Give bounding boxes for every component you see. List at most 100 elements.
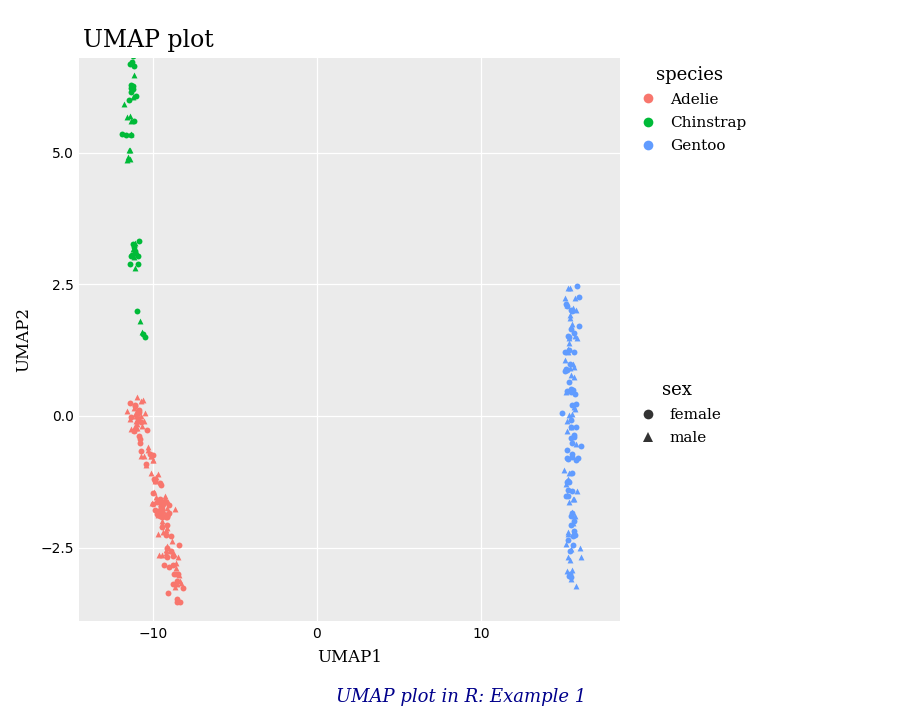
Point — [567, 432, 581, 443]
Point — [122, 37, 137, 48]
Point — [560, 474, 575, 485]
Point — [128, 245, 143, 257]
Point — [120, 155, 135, 166]
Point — [122, 398, 137, 409]
Point — [563, 554, 578, 565]
Point — [150, 508, 164, 520]
Point — [565, 399, 580, 411]
Point — [150, 508, 165, 520]
Point — [138, 407, 152, 419]
Point — [158, 490, 173, 502]
Point — [161, 497, 175, 508]
Point — [151, 549, 166, 561]
Point — [161, 508, 175, 519]
Point — [123, 110, 138, 121]
Point — [569, 304, 583, 315]
Point — [163, 545, 178, 556]
Point — [156, 559, 171, 571]
Point — [130, 407, 145, 419]
Point — [132, 412, 147, 423]
Point — [126, 425, 141, 437]
Point — [130, 250, 145, 262]
Point — [126, 238, 140, 250]
Point — [564, 571, 579, 583]
Point — [563, 362, 578, 374]
Point — [565, 564, 580, 576]
Point — [138, 331, 152, 343]
Point — [124, 44, 138, 55]
Point — [562, 476, 577, 488]
Point — [567, 429, 581, 440]
Point — [169, 568, 184, 579]
Point — [564, 421, 579, 432]
Point — [143, 448, 158, 460]
Point — [564, 324, 579, 336]
Point — [129, 90, 144, 102]
Point — [154, 518, 169, 530]
Point — [123, 144, 138, 156]
Point — [147, 473, 162, 484]
Point — [154, 503, 169, 515]
Point — [152, 510, 167, 521]
Point — [127, 60, 142, 72]
Point — [131, 404, 146, 416]
Point — [572, 543, 587, 554]
Point — [170, 551, 185, 563]
Point — [559, 489, 574, 500]
Point — [162, 507, 176, 518]
Point — [126, 243, 140, 255]
Point — [124, 48, 138, 60]
Legend: female, male: female, male — [633, 381, 722, 445]
Point — [569, 438, 584, 450]
Point — [562, 331, 577, 343]
Point — [565, 452, 580, 463]
Point — [148, 475, 162, 487]
Point — [133, 315, 148, 327]
Point — [563, 433, 578, 445]
Point — [558, 354, 573, 366]
Point — [555, 408, 569, 419]
Point — [119, 111, 134, 123]
Point — [569, 399, 583, 410]
Point — [125, 250, 139, 261]
Point — [136, 328, 150, 340]
Point — [128, 422, 143, 434]
Point — [169, 562, 184, 574]
Point — [154, 506, 169, 518]
Point — [562, 358, 577, 369]
Point — [560, 426, 575, 437]
Point — [138, 459, 153, 470]
Point — [127, 420, 142, 432]
Point — [140, 441, 155, 452]
Point — [166, 551, 181, 562]
Point — [558, 298, 573, 309]
Point — [573, 440, 588, 452]
Point — [130, 391, 145, 403]
Point — [566, 539, 581, 551]
Point — [155, 549, 170, 561]
Point — [131, 429, 146, 441]
Point — [564, 304, 579, 315]
Point — [159, 544, 174, 556]
Point — [126, 83, 140, 95]
Point — [159, 548, 174, 559]
Point — [567, 515, 581, 526]
Point — [162, 499, 176, 511]
Point — [160, 503, 174, 514]
Point — [126, 80, 140, 92]
Point — [122, 39, 137, 51]
Point — [567, 402, 581, 413]
Point — [155, 526, 170, 538]
Point — [558, 490, 573, 501]
Point — [154, 500, 169, 511]
Point — [124, 86, 138, 98]
Point — [145, 450, 160, 461]
Point — [562, 337, 577, 348]
Point — [565, 493, 580, 505]
Point — [153, 500, 168, 512]
Point — [565, 408, 580, 419]
Point — [562, 497, 577, 508]
Point — [558, 363, 573, 374]
Point — [153, 498, 168, 509]
Point — [165, 579, 180, 590]
